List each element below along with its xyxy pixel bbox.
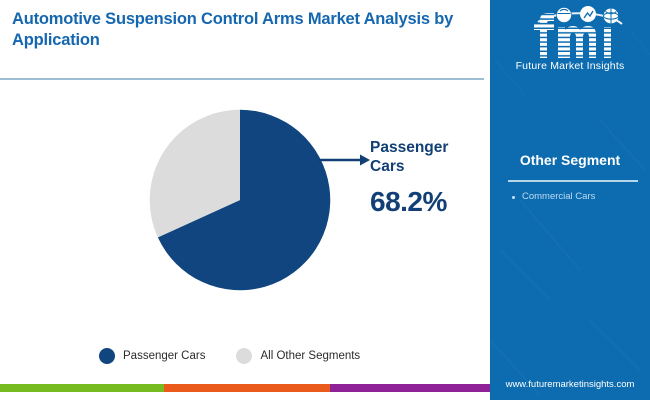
bottom-color-bar [0, 384, 490, 392]
legend-swatch-icon [99, 348, 115, 364]
side-panel-heading: Other Segment [519, 152, 621, 168]
legend-swatch-icon [236, 348, 253, 364]
side-panel-divider [508, 180, 638, 182]
callout-label: Passenger Cars [370, 139, 449, 176]
list-item: Commercial Cars [512, 190, 646, 203]
legend-item-passenger-cars: Passenger Cars [99, 348, 205, 364]
brand-side-panel: Future Market Insights Other Segment Com… [490, 0, 650, 400]
website-url: www.futuremarketinsights.com [505, 379, 635, 390]
bar-segment-purple [330, 384, 490, 392]
pie-slice-passenger-cars [157, 109, 331, 291]
bar-segment-green [0, 384, 164, 392]
side-panel-list: Commercial Cars [512, 190, 646, 208]
bullet-icon [512, 196, 515, 199]
legend-label: All Other Segments [260, 350, 361, 362]
chart-legend: Passenger Cars All Other Segments [99, 348, 360, 364]
callout-value: 68.2% [370, 186, 447, 217]
legend-item-all-other-segments: All Other Segments [236, 348, 360, 364]
header-divider [0, 78, 484, 80]
callout-arrow-icon [318, 154, 370, 166]
fmi-logo-icon [534, 6, 623, 58]
chart-panel: Automotive Suspension Control Arms Marke… [0, 10, 490, 392]
legend-label: Passenger Cars [123, 350, 206, 362]
list-item-label: Commercial Cars [522, 191, 596, 202]
pie-slice-all-other-segments [149, 109, 240, 238]
bar-segment-orange [164, 384, 330, 392]
fmi-logo: Future Market Insights [490, 6, 650, 72]
pie-chart-svg [149, 109, 331, 291]
pie-chart [145, 105, 335, 295]
page-title: Automotive Suspension Control Arms Marke… [12, 10, 454, 49]
logo-tagline: Future Market Insights [515, 60, 625, 72]
